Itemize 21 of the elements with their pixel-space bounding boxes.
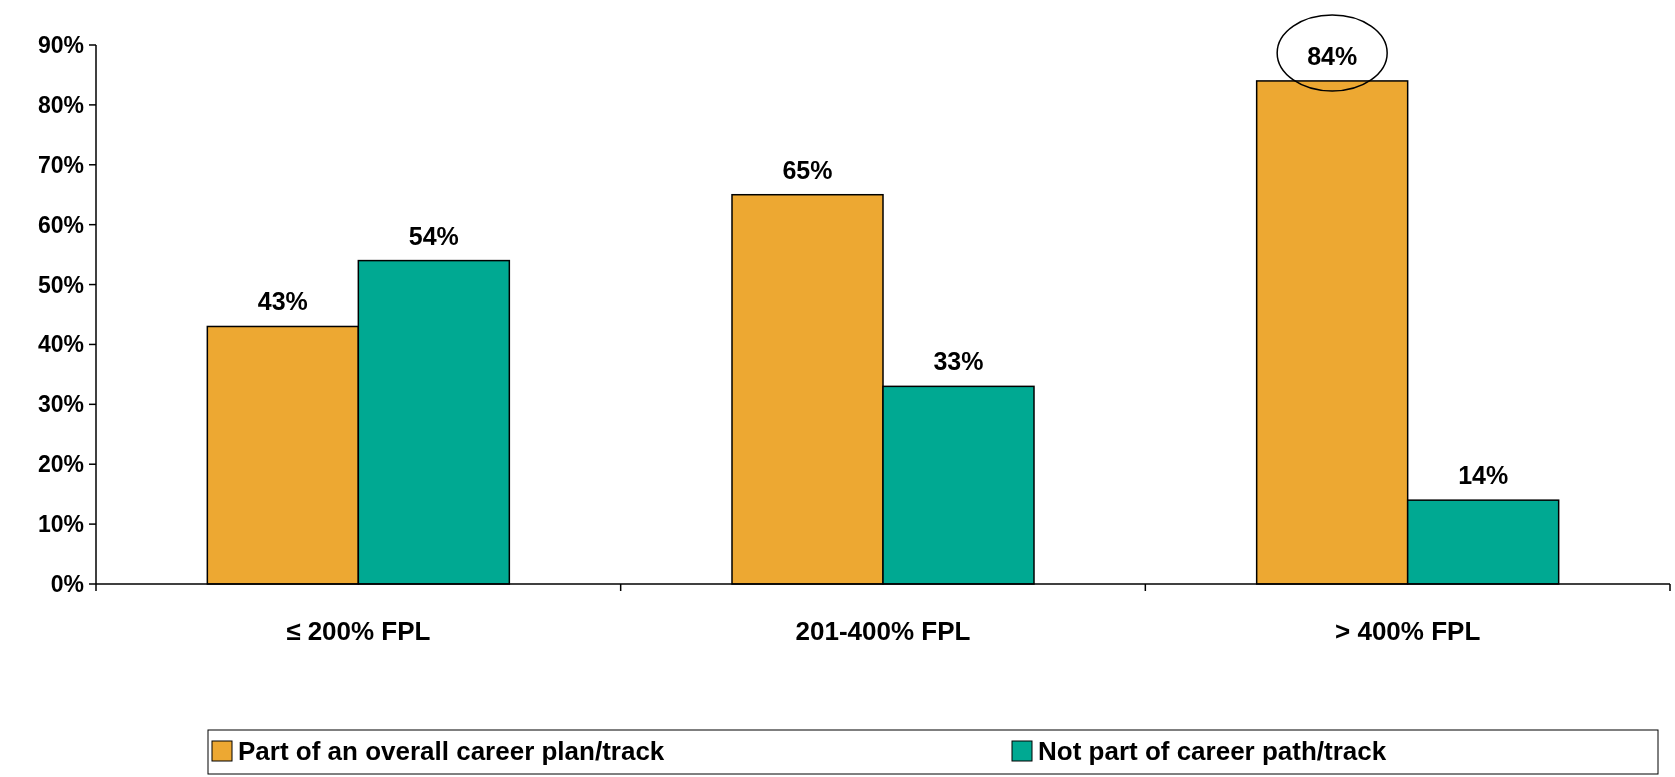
data-label: 14% [1458, 461, 1509, 490]
data-label: 43% [257, 287, 308, 316]
x-tick-label: ≤ 200% FPL [286, 616, 431, 646]
y-tick-label: 40% [37, 331, 84, 358]
x-tick-label: 201-400% FPL [795, 616, 971, 646]
data-label: 65% [782, 155, 833, 184]
data-label: 33% [933, 347, 984, 376]
y-tick-label: 10% [37, 511, 84, 538]
x-tick-label: > 400% FPL [1335, 616, 1481, 646]
y-tick-label: 70% [37, 151, 84, 178]
y-tick-label: 50% [37, 271, 84, 298]
legend-label: Part of an overall career plan/track [238, 736, 665, 766]
data-label: 84% [1307, 41, 1358, 70]
y-tick-label: 0% [50, 571, 84, 598]
y-tick-label: 30% [37, 391, 84, 418]
y-tick-label: 80% [37, 91, 84, 118]
y-tick-label: 90% [37, 32, 84, 59]
data-label: 54% [408, 221, 459, 250]
legend-label: Not part of career path/track [1038, 736, 1387, 766]
y-tick-label: 20% [37, 451, 84, 478]
y-tick-label: 60% [37, 211, 84, 238]
